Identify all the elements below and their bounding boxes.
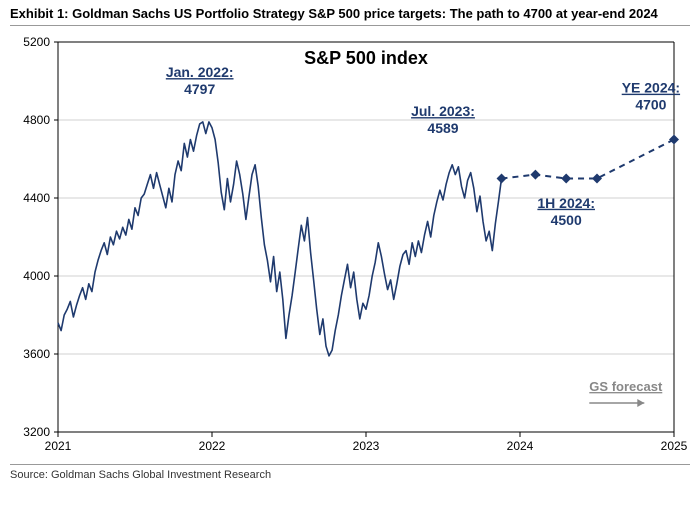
- annotation-label: Jul. 2023:: [411, 103, 475, 119]
- annotation-label: YE 2024:: [622, 80, 680, 96]
- y-tick-label: 3200: [23, 425, 50, 439]
- forecast-marker: [592, 174, 602, 184]
- forecast-marker: [497, 174, 507, 184]
- chart-title: S&P 500 index: [304, 48, 428, 68]
- x-tick-label: 2021: [45, 439, 72, 453]
- gs-forecast-label: GS forecast: [589, 379, 663, 394]
- historical-series: [58, 122, 502, 356]
- x-tick-label: 2025: [661, 439, 688, 453]
- header-rule: [10, 25, 690, 26]
- y-tick-label: 4800: [23, 113, 50, 127]
- x-tick-label: 2023: [353, 439, 380, 453]
- source-text: Source: Goldman Sachs Global Investment …: [0, 465, 700, 481]
- annotation-value: 4797: [184, 81, 215, 97]
- annotation-label: Jan. 2022:: [166, 64, 234, 80]
- x-tick-label: 2024: [507, 439, 534, 453]
- annotation-value: 4589: [427, 120, 458, 136]
- chart-container: 3200 3600 4000 4400 4800 5200 2021 2022 2023 2024…: [10, 32, 690, 462]
- forecast-arrow-icon: [637, 399, 644, 407]
- x-tick-label: 2022: [199, 439, 226, 453]
- y-tick-label: 5200: [23, 35, 50, 49]
- forecast-marker: [669, 135, 679, 145]
- forecast-marker: [561, 174, 571, 184]
- y-tick-label: 3600: [23, 347, 50, 361]
- exhibit-title: Exhibit 1: Goldman Sachs US Portfolio St…: [0, 0, 700, 25]
- annotation-value: 4500: [551, 212, 582, 228]
- y-tick-label: 4400: [23, 191, 50, 205]
- forecast-series: [502, 140, 675, 179]
- annotation-label: 1H 2024:: [537, 195, 595, 211]
- y-tick-label: 4000: [23, 269, 50, 283]
- sp500-line-chart: 3200 3600 4000 4400 4800 5200 2021 2022 2023 2024…: [10, 32, 690, 462]
- forecast-marker: [530, 170, 540, 180]
- annotation-value: 4700: [635, 97, 666, 113]
